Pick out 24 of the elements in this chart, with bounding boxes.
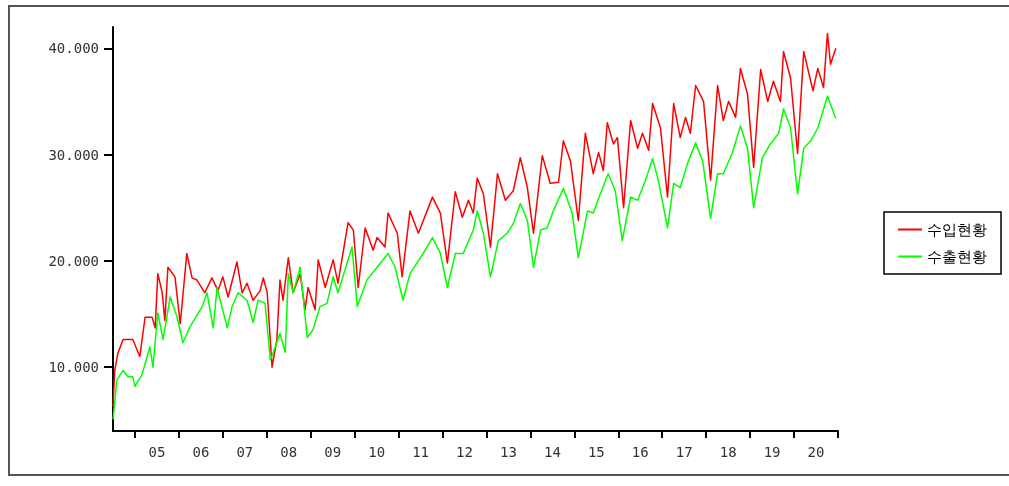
y-tick-label: 40.000 <box>48 40 99 57</box>
y-tick-label: 20.000 <box>48 252 99 269</box>
legend-label: 수출현황 <box>927 247 987 266</box>
x-tick-label: 07 <box>236 444 254 460</box>
x-tick-label: 17 <box>675 444 693 460</box>
x-tick-label: 05 <box>148 444 166 460</box>
x-tick-label: 15 <box>587 444 605 460</box>
x-tick-label: 06 <box>192 444 210 460</box>
x-tick-label: 14 <box>543 444 561 460</box>
line-series <box>112 95 837 421</box>
x-tick-label: 13 <box>500 444 517 460</box>
y-tick-label: 30.000 <box>48 146 99 163</box>
line-series <box>112 32 837 408</box>
y-tick-label: 10.000 <box>48 359 99 376</box>
x-tick-label: 10 <box>368 444 386 460</box>
x-tick-label: 11 <box>412 444 430 460</box>
x-tick-label: 16 <box>631 444 649 460</box>
x-tick-label: 09 <box>324 444 342 460</box>
legend-label: 수입현황 <box>927 220 987 239</box>
x-tick-label: 08 <box>280 444 298 460</box>
x-tick-label: 12 <box>456 444 473 460</box>
x-tick-label: 19 <box>763 444 781 460</box>
x-tick-label: 18 <box>719 444 737 460</box>
x-tick-label: 20 <box>807 444 825 460</box>
